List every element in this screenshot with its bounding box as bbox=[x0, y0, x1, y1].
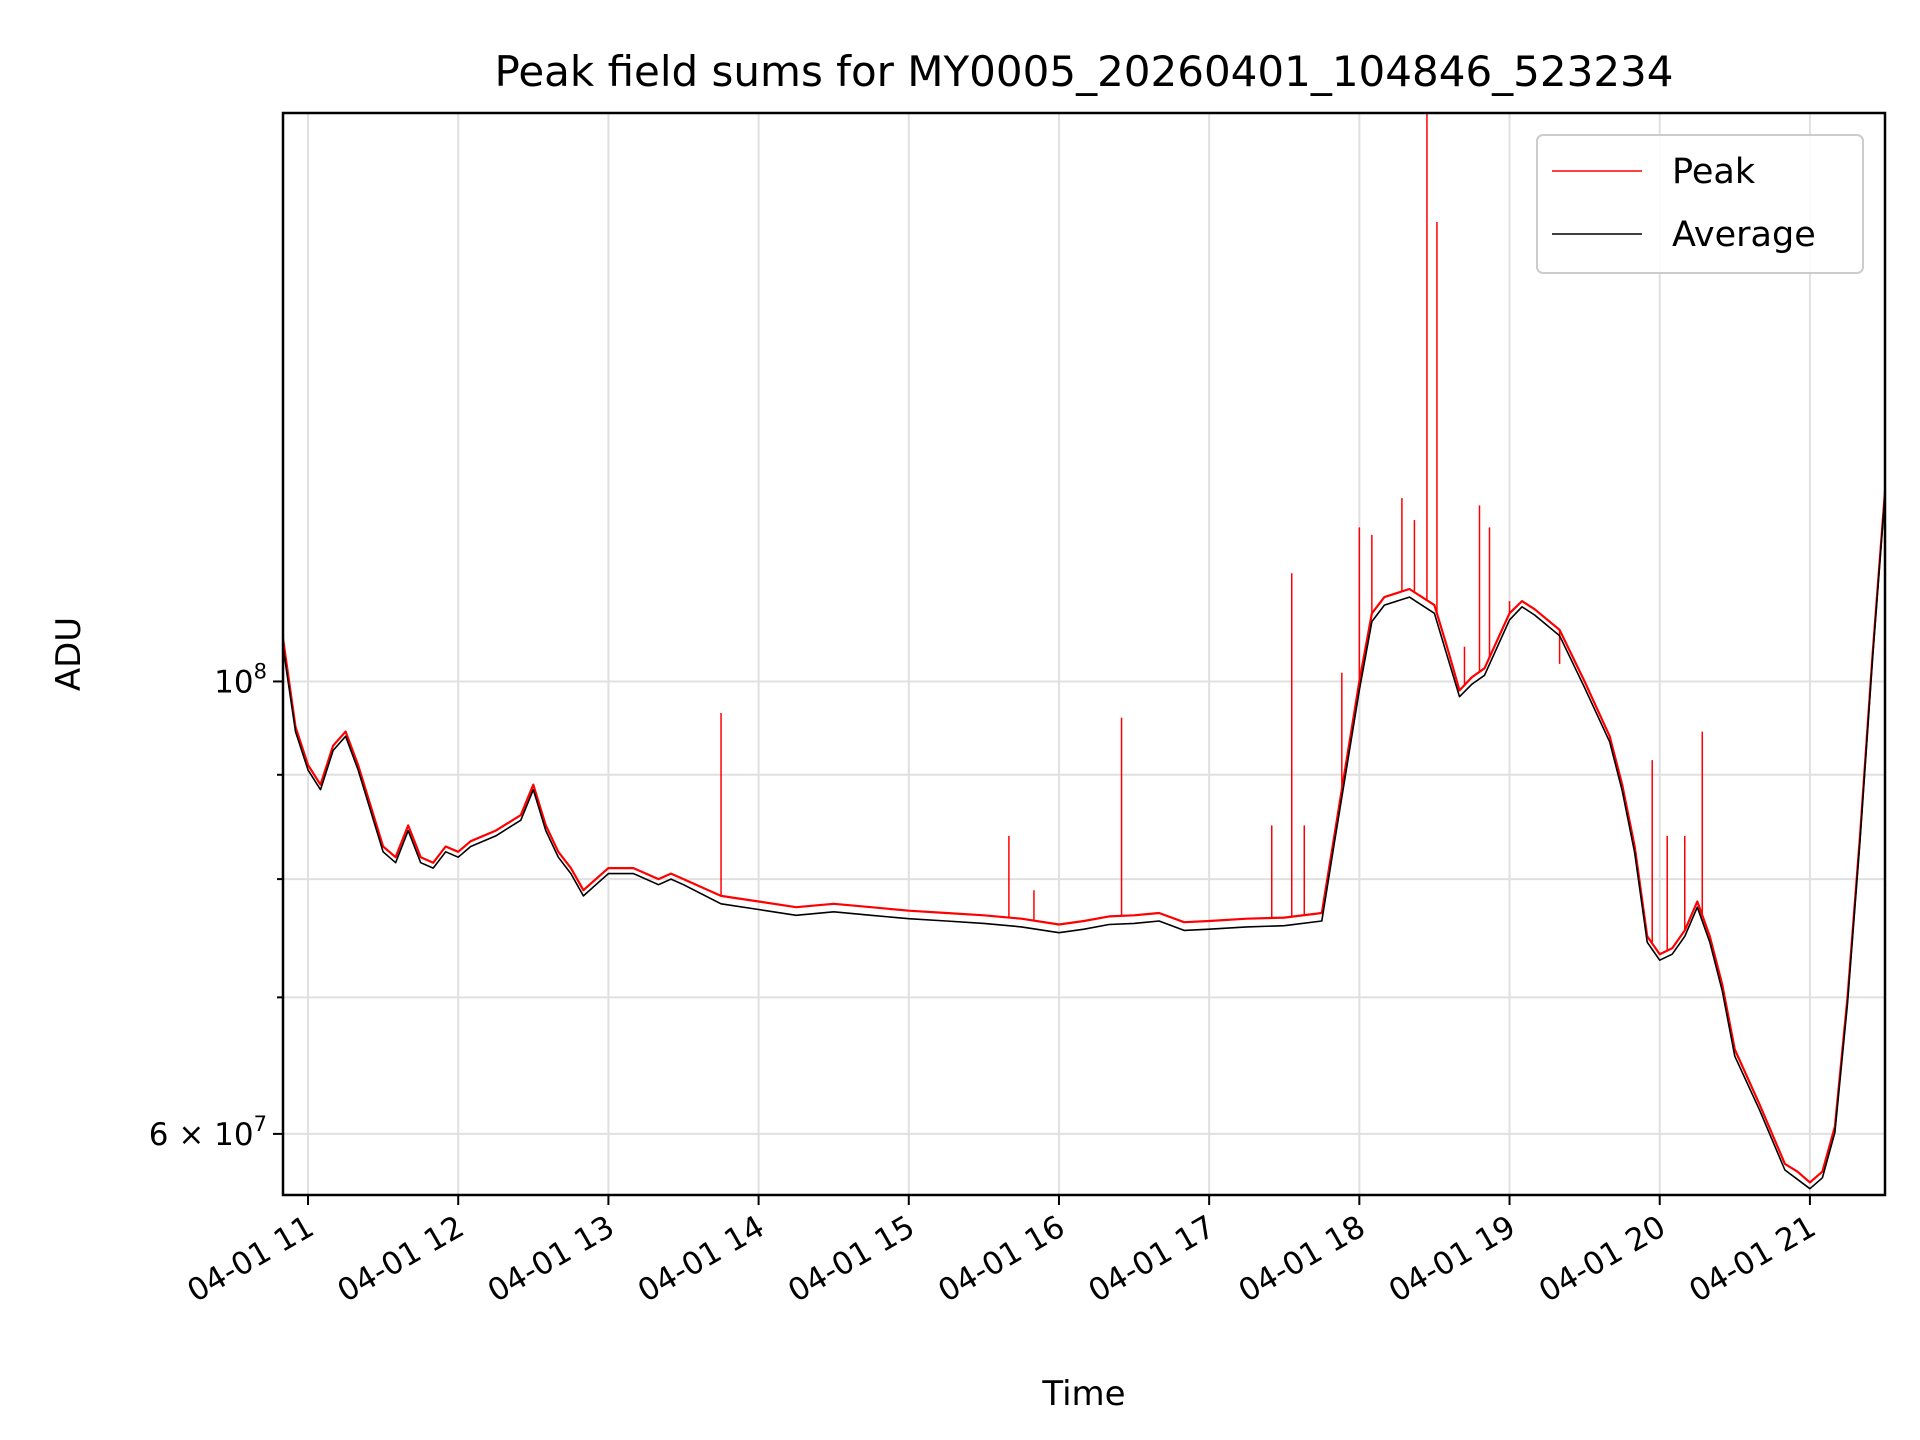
legend: Peak Average bbox=[1536, 134, 1864, 274]
x-tick-label: 04-01 13 bbox=[482, 1209, 621, 1310]
x-axis-label: Time bbox=[1041, 1374, 1125, 1414]
grid-layer bbox=[283, 113, 1885, 1195]
chart-title: Peak field sums for MY0005_20260401_1048… bbox=[494, 47, 1673, 96]
x-tick-label: 04-01 19 bbox=[1383, 1209, 1522, 1310]
x-tick-label: 04-01 15 bbox=[782, 1209, 921, 1310]
series-line-peak bbox=[281, 490, 1887, 1184]
x-tick-label: 04-01 17 bbox=[1082, 1209, 1221, 1310]
x-tick-label: 04-01 21 bbox=[1683, 1209, 1822, 1310]
tick-layer: 04-01 11 04-01 12 04-01 13 04-01 14 04-01 15… bbox=[149, 659, 1822, 1309]
x-tick-label: 04-01 14 bbox=[632, 1209, 771, 1310]
x-tick-label: 04-01 18 bbox=[1233, 1209, 1372, 1310]
x-tick-label: 04-01 16 bbox=[932, 1209, 1071, 1310]
x-tick-label: 04-01 11 bbox=[181, 1209, 320, 1310]
series-layer bbox=[281, 113, 1887, 1190]
x-tick-label: 04-01 20 bbox=[1533, 1209, 1672, 1310]
y-tick-label: 108 bbox=[214, 659, 267, 700]
legend-box bbox=[1536, 134, 1864, 274]
y-axis-label: ADU bbox=[49, 617, 89, 691]
series-line-average bbox=[282, 494, 1886, 1190]
plot-frame bbox=[281, 111, 1887, 1197]
legend-label-average: Average bbox=[1672, 215, 1816, 255]
legend-label-peak: Peak bbox=[1672, 152, 1756, 192]
y-tick-label: 6 × 107 bbox=[149, 1112, 267, 1153]
x-tick-label: 04-01 12 bbox=[332, 1209, 471, 1310]
